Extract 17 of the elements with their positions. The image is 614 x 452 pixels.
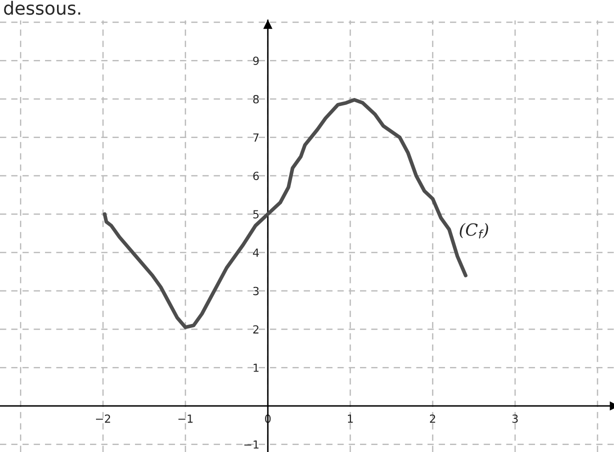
y-tick-label: −1 [244, 440, 258, 449]
y-tick-label: 5 [253, 210, 259, 218]
y-tick-label: 8 [253, 94, 259, 104]
x-tick-label: 1 [348, 414, 353, 423]
y-tick-label: 7 [253, 133, 259, 142]
x-tick-label: 2 [430, 414, 436, 423]
y-tick-label: 6 [253, 172, 259, 180]
text: dessous. [4, 0, 80, 15]
x-tick-label: −2 [96, 414, 110, 423]
x-tick-label: −1 [178, 414, 193, 423]
y-tick-label: 3 [253, 286, 259, 296]
y-tick-label: 1 [254, 364, 258, 372]
x-tick-label: 3 [512, 414, 518, 423]
y-tick-label: 2 [253, 325, 258, 334]
series-label: (C$_{f}$) [460, 222, 488, 238]
y-tick-label: 4 [252, 248, 259, 257]
y-tick-label: 9 [253, 56, 259, 66]
